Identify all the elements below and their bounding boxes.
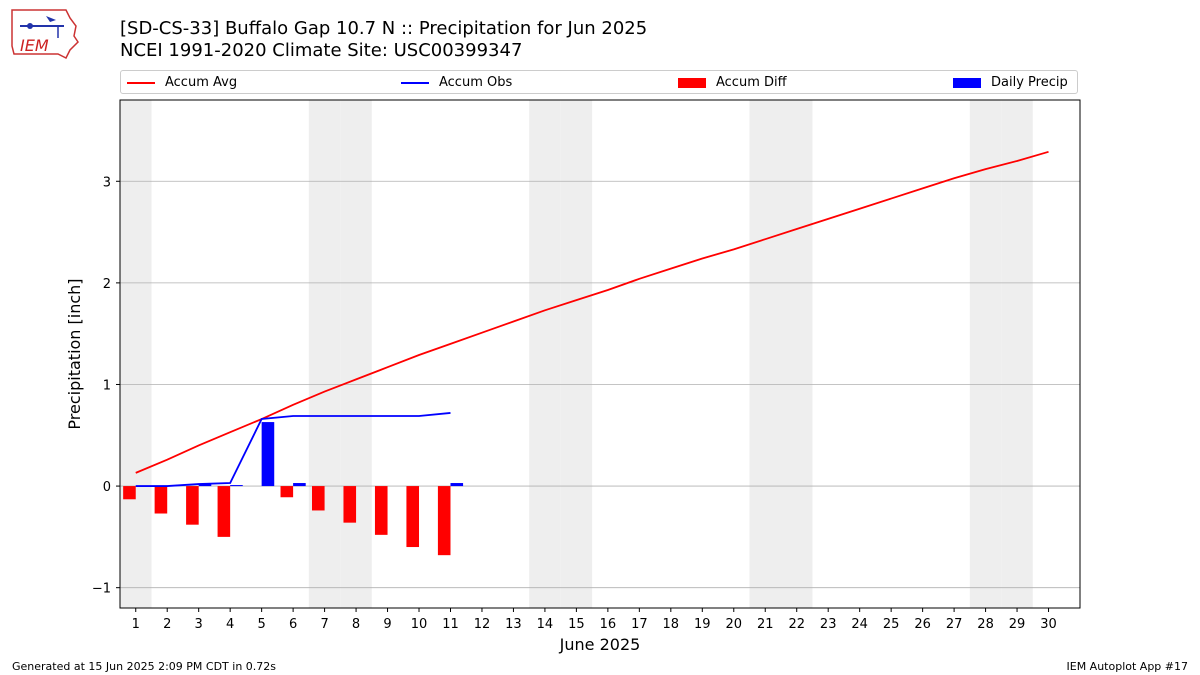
x-tick-label: 14	[537, 617, 554, 632]
x-tick-label: 8	[352, 617, 360, 632]
x-tick-label: 18	[663, 617, 680, 632]
x-tick-label: 28	[977, 617, 994, 632]
x-tick-label: 30	[1040, 617, 1057, 632]
weekend-shade	[340, 100, 372, 608]
accum-diff-bar	[437, 486, 451, 556]
x-tick-label: 10	[411, 617, 428, 632]
chart-subtitle: NCEI 1991-2020 Climate Site: USC00399347	[120, 40, 523, 61]
logo-text: IEM	[20, 36, 49, 55]
x-tick-label: 22	[788, 617, 805, 632]
weekend-shade	[780, 100, 813, 608]
accum-diff-bar	[154, 486, 168, 514]
x-tick-label: 1	[132, 617, 140, 632]
x-tick-label: 2	[163, 617, 171, 632]
generated-timestamp: Generated at 15 Jun 2025 2:09 PM CDT in …	[12, 660, 277, 673]
legend-label: Accum Obs	[439, 75, 513, 90]
accum-diff-bar	[343, 486, 357, 523]
weekend-shade	[308, 100, 341, 608]
iowa-state-map-icon: IEM	[11, 9, 79, 60]
weekend-shade	[529, 100, 561, 608]
x-axis-label: June 2025	[559, 635, 641, 654]
x-tick-label: 15	[568, 617, 585, 632]
y-tick-label: 1	[103, 378, 111, 393]
x-tick-label: 24	[851, 617, 868, 632]
y-axis-label: Precipitation [inch]	[65, 278, 84, 429]
x-tick-label: 26	[914, 617, 931, 632]
x-tick-label: 23	[820, 617, 837, 632]
daily-precip-bar	[293, 483, 306, 487]
accum-diff-bar	[123, 486, 136, 500]
weekend-shade	[749, 100, 781, 608]
accum-diff-bar	[186, 486, 199, 525]
y-tick-label: −1	[92, 582, 111, 597]
x-tick-label: 25	[883, 617, 900, 632]
weekend-shade	[1001, 100, 1033, 608]
x-tick-label: 7	[320, 617, 328, 632]
x-tick-label: 21	[757, 617, 774, 632]
daily-precip-bar	[198, 484, 212, 487]
legend-patch-icon	[678, 78, 706, 88]
x-tick-label: 27	[946, 617, 963, 632]
weekend-shade	[969, 100, 1002, 608]
x-tick-label: 5	[257, 617, 265, 632]
x-tick-label: 17	[631, 617, 648, 632]
accum-obs-line	[135, 412, 451, 487]
y-tick-label: 0	[103, 480, 111, 495]
plot-frame	[119, 99, 1081, 609]
y-tick-label: 2	[103, 277, 111, 292]
x-tick-label: 20	[725, 617, 742, 632]
accum-diff-bar	[406, 486, 420, 548]
x-tick-label: 29	[1009, 617, 1026, 632]
x-tick-label: 4	[226, 617, 234, 632]
weekend-shade	[560, 100, 593, 608]
app-id-label: IEM Autoplot App #17	[1066, 660, 1189, 673]
x-tick-label: 9	[383, 617, 391, 632]
legend-label: Accum Diff	[716, 75, 787, 90]
x-tick-label: 3	[195, 617, 203, 632]
legend-patch-icon	[953, 78, 981, 88]
daily-precip-bar	[450, 483, 464, 487]
x-tick-label: 13	[505, 617, 522, 632]
chart-title: [SD-CS-33] Buffalo Gap 10.7 N :: Precipi…	[120, 18, 648, 39]
y-tick-label: 3	[103, 175, 111, 190]
legend-label: Accum Avg	[165, 75, 238, 90]
accum-diff-bar	[374, 486, 388, 535]
accum-diff-bar	[217, 486, 231, 537]
accum-avg-line	[135, 150, 1049, 474]
accum-diff-bar	[312, 486, 325, 511]
daily-precip-bar	[261, 422, 275, 487]
x-tick-label: 6	[289, 617, 297, 632]
x-tick-label: 16	[600, 617, 617, 632]
iem-logo: IEM	[8, 6, 82, 60]
legend-line-icon	[401, 82, 429, 84]
daily-precip-bar	[230, 485, 243, 487]
legend-line-icon	[127, 82, 155, 84]
x-tick-label: 19	[694, 617, 711, 632]
weekend-shade	[120, 100, 152, 608]
x-tick-label: 12	[474, 617, 491, 632]
legend-label: Daily Precip	[991, 75, 1068, 90]
accum-diff-bar	[280, 486, 294, 498]
chart-legend: Accum Avg Accum Obs Accum Diff Daily Pre…	[120, 70, 1078, 94]
x-tick-label: 11	[442, 617, 459, 632]
